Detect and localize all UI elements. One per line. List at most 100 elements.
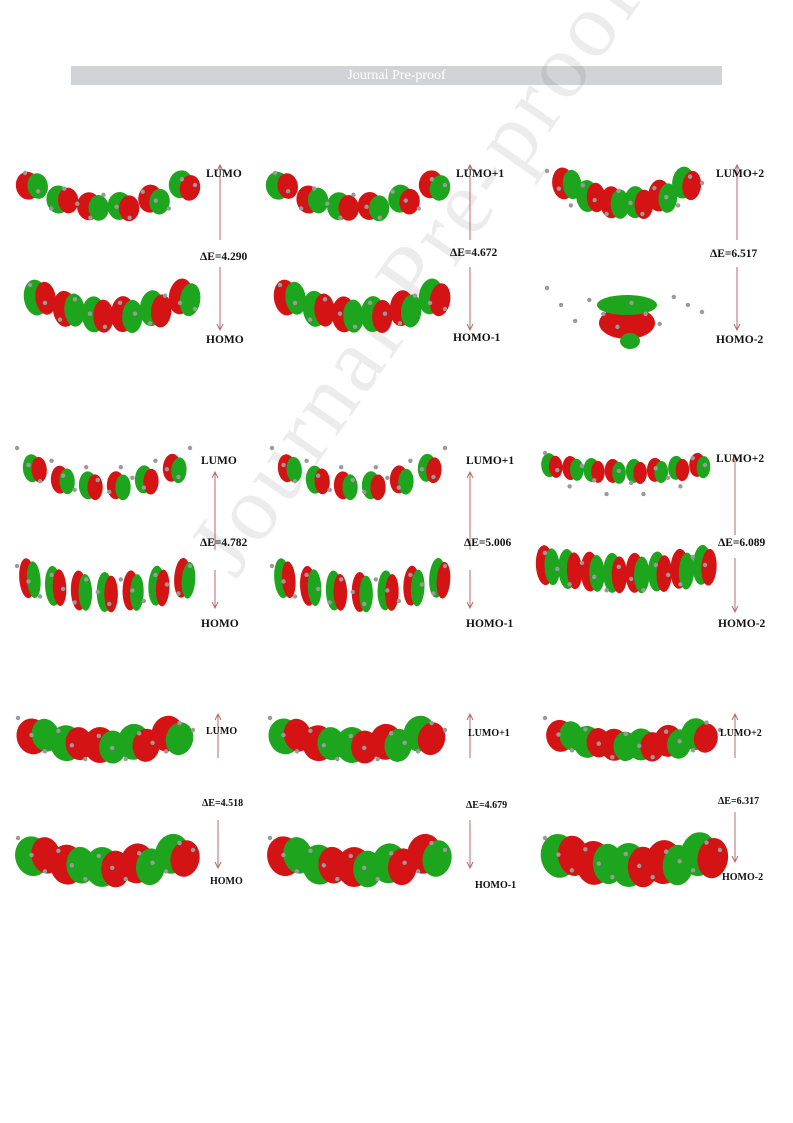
atom-dot xyxy=(60,473,66,478)
atom-dot xyxy=(110,865,115,871)
atom-dot xyxy=(325,201,330,206)
orbital-lobe xyxy=(155,569,170,607)
atom-dot xyxy=(690,554,695,560)
atom-dot xyxy=(123,876,128,882)
orbital-lobe xyxy=(307,569,322,606)
upper-orbital-label: LUMO+1 xyxy=(456,168,505,180)
atom-dot xyxy=(623,851,628,857)
orbital-lobe xyxy=(599,307,655,339)
atom-dot xyxy=(281,462,286,468)
atom-dot xyxy=(163,869,169,874)
orbital-lobe xyxy=(610,189,630,219)
atom-dot xyxy=(556,852,561,857)
atom-dot xyxy=(587,297,592,303)
atom-dot xyxy=(14,445,20,451)
lower-orbital-label: HOMO xyxy=(210,876,243,887)
atom-dot xyxy=(42,749,48,754)
orbital-figure xyxy=(15,712,222,888)
orbital-lobe xyxy=(566,552,583,590)
atom-dot xyxy=(95,477,100,483)
orbital-lobe xyxy=(589,555,605,592)
atom-dot xyxy=(69,863,75,868)
atom-dot xyxy=(569,868,575,873)
lower-orbital-label: HOMO xyxy=(206,334,244,346)
atom-dot xyxy=(643,311,648,317)
atom-dot xyxy=(321,743,327,748)
atom-dot xyxy=(637,743,642,749)
atom-dot xyxy=(294,869,300,874)
atom-dot xyxy=(442,306,448,312)
atom-dot xyxy=(327,600,332,605)
atom-dot xyxy=(177,720,182,726)
atom-dot xyxy=(84,465,89,470)
orbital-lobe xyxy=(701,548,717,586)
orbital-lobe xyxy=(359,575,373,613)
atom-dot xyxy=(375,876,380,882)
atom-dot xyxy=(431,591,436,596)
atom-dot xyxy=(49,458,54,463)
atom-dot xyxy=(269,445,275,451)
orbital-lobe xyxy=(611,556,628,594)
orbital-lobe xyxy=(88,195,109,221)
atom-dot xyxy=(604,588,609,593)
atom-dot xyxy=(294,749,300,754)
atom-dot xyxy=(579,463,585,468)
atom-dot xyxy=(402,860,407,865)
atom-dot xyxy=(367,300,373,306)
atom-dot xyxy=(114,204,119,210)
atom-dot xyxy=(419,467,425,472)
orbital-lobe xyxy=(122,299,143,333)
orbital-lobe xyxy=(93,299,114,333)
atom-dot xyxy=(568,203,574,208)
atom-dot xyxy=(192,306,198,312)
atom-dot xyxy=(415,869,421,874)
atom-dot xyxy=(629,300,634,306)
atom-dot xyxy=(327,487,332,492)
atom-dot xyxy=(678,582,683,587)
atom-dot xyxy=(592,197,597,203)
atom-dot xyxy=(348,733,353,739)
atom-dot xyxy=(48,206,54,211)
atom-dot xyxy=(164,467,170,472)
atom-dot xyxy=(176,591,181,596)
orbital-lobe xyxy=(372,299,393,333)
atom-dot xyxy=(556,732,561,737)
orbital-panel-r3-c1: LUMO ΔE=4.518 HOMO xyxy=(15,690,268,890)
energy-gap-label: ΔE=6.517 xyxy=(710,248,758,260)
upper-orbital-label: LUMO+1 xyxy=(466,455,515,467)
orbital-figure xyxy=(265,163,474,333)
atom-dot xyxy=(57,317,63,322)
atom-dot xyxy=(351,192,356,198)
energy-arrowhead-up xyxy=(466,470,474,479)
atom-dot xyxy=(664,195,669,200)
energy-arrowhead-down xyxy=(216,323,224,332)
atom-dot xyxy=(542,835,548,841)
atom-dot xyxy=(42,300,48,306)
lower-orbital-label: HOMO-2 xyxy=(722,872,764,883)
atom-dot xyxy=(362,601,367,607)
atom-dot xyxy=(338,215,343,221)
energy-gap-label: ΔE=6.089 xyxy=(718,537,766,549)
atom-dot xyxy=(429,177,435,182)
atom-dot xyxy=(26,462,31,468)
atom-dot xyxy=(150,860,155,865)
atom-dot xyxy=(335,756,340,762)
atom-dot xyxy=(685,302,691,308)
atom-dot xyxy=(304,572,309,578)
atom-dot xyxy=(690,748,696,753)
atom-dot xyxy=(416,206,422,211)
atom-dot xyxy=(442,563,448,569)
atom-dot xyxy=(677,859,682,864)
atom-dot xyxy=(141,598,147,604)
atom-dot xyxy=(95,589,100,595)
orbital-lobe xyxy=(634,556,650,594)
upper-orbital-label: LUMO+2 xyxy=(716,453,765,465)
lower-orbital-label: HOMO-1 xyxy=(466,618,514,630)
energy-arrowhead-down xyxy=(211,601,219,610)
atom-dot xyxy=(130,588,135,593)
atom-dot xyxy=(176,474,181,480)
atom-dot xyxy=(377,215,382,221)
atom-dot xyxy=(687,174,693,179)
orbital-lobe xyxy=(633,461,647,484)
orbital-lobe xyxy=(285,281,306,315)
